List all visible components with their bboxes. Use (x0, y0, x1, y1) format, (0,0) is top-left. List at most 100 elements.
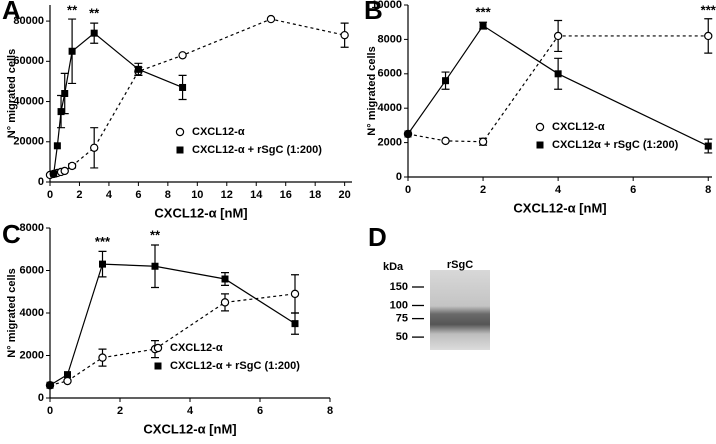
y-tick-label: 8000 (378, 33, 402, 45)
annotation: *** (701, 2, 716, 17)
y-tick-label: 0 (38, 176, 44, 188)
x-tick-label: 12 (221, 189, 233, 201)
marker-label: 150 (390, 281, 408, 293)
point (151, 262, 159, 270)
panel-label: A (2, 0, 21, 25)
y-tick-label: 20000 (13, 136, 44, 148)
point (404, 130, 412, 138)
unit-label: kDa (383, 261, 404, 273)
x-tick-label: 6 (630, 184, 636, 196)
y-tick-label: 80000 (13, 15, 44, 27)
point (704, 142, 712, 150)
point (64, 371, 71, 379)
legend-marker (175, 127, 185, 137)
x-tick-label: 2 (117, 405, 123, 417)
point (61, 90, 69, 97)
chart-panel: B 0 2000 4000 6000 8000 10000 0 2 4 6 8 CXCL12-α [nM… (364, 0, 716, 215)
y-tick-label: 10000 (371, 0, 402, 11)
panel-label: C (2, 219, 21, 249)
point (554, 70, 562, 78)
y-tick-label: 8000 (20, 222, 44, 234)
annotation: *** (475, 5, 491, 20)
y-axis-title: N° migrated cells (6, 49, 18, 138)
x-tick-label: 14 (250, 189, 263, 201)
point (441, 136, 450, 146)
x-tick-label: 2 (76, 189, 82, 201)
legend-label: CXCL12-α (192, 126, 245, 138)
lane-label: rSgC (447, 259, 473, 271)
x-tick-label: 20 (339, 189, 351, 201)
point (60, 166, 69, 176)
x-tick-label: 2 (480, 184, 486, 196)
legend-marker (176, 146, 184, 154)
series-line (407, 35, 709, 143)
x-axis-title: CXCL12-α [nM] (154, 205, 247, 220)
annotation: ** (67, 2, 78, 17)
marker-label: 50 (396, 331, 408, 343)
point (63, 376, 72, 386)
annotation: ** (150, 227, 161, 242)
annotation: ** (89, 6, 100, 21)
y-tick-label: 2000 (378, 137, 402, 149)
point (57, 108, 65, 116)
y-tick-label: 40000 (13, 95, 44, 107)
y-tick-label: 6000 (378, 68, 402, 80)
x-tick-label: 18 (309, 189, 321, 201)
point (220, 298, 230, 307)
y-tick-label: 4000 (378, 102, 402, 114)
x-tick-label: 4 (555, 184, 562, 196)
legend-label: CXCL12α + rSgC (1:200) (552, 139, 679, 151)
x-axis-title: CXCL12-α [nM] (513, 200, 606, 215)
x-tick-label: 8 (705, 184, 711, 196)
panel-label: B (364, 0, 383, 25)
y-tick-label: 0 (38, 392, 44, 404)
chart-panel: A 0 20000 40000 60000 80000 0 2 4 6 8 10 12 14 16 18 20 C… (2, 0, 352, 220)
chart-panel: C 0 2000 4000 6000 8000 0 2 4 6 8 CXCL12-α [nM] N° m… (2, 219, 333, 437)
x-tick-label: 10 (191, 189, 203, 201)
series-line (49, 293, 296, 386)
x-tick-label: 8 (165, 189, 171, 201)
legend-marker (153, 343, 163, 353)
x-tick-label: 6 (135, 189, 141, 201)
annotation: *** (95, 234, 111, 249)
y-tick-label: 0 (396, 171, 402, 183)
point (89, 143, 99, 153)
legend-marker (536, 141, 544, 149)
x-tick-label: 0 (405, 184, 411, 196)
y-tick-label: 6000 (20, 264, 44, 276)
x-axis-title: CXCL12-α [nM] (143, 421, 236, 436)
point (46, 381, 54, 389)
point (221, 275, 229, 283)
point (90, 29, 98, 37)
point (134, 65, 142, 73)
x-tick-label: 16 (280, 189, 292, 201)
point (98, 353, 107, 362)
legend-label: CXCL12-α + rSgC (1:200) (192, 144, 322, 156)
point (704, 31, 713, 41)
point (50, 170, 58, 178)
gel-image (430, 270, 490, 350)
point (290, 289, 300, 299)
point (442, 77, 450, 85)
y-tick-label: 60000 (13, 55, 44, 67)
point (478, 137, 488, 146)
point (479, 22, 487, 30)
x-tick-label: 4 (106, 189, 113, 201)
point (178, 51, 187, 60)
y-axis-title: N° migrated cells (366, 46, 378, 135)
marker-label: 75 (396, 313, 408, 325)
point (99, 260, 106, 268)
legend-marker (154, 362, 162, 370)
point (53, 142, 61, 150)
panel-label: D (368, 222, 387, 252)
point (67, 161, 77, 171)
point (291, 320, 299, 328)
legend-label: CXCL12-α (552, 121, 605, 133)
point (553, 31, 563, 41)
y-tick-label: 4000 (20, 307, 44, 319)
y-axis-title: N° migrated cells (6, 268, 18, 357)
x-tick-label: 0 (47, 405, 53, 417)
point (266, 14, 276, 24)
